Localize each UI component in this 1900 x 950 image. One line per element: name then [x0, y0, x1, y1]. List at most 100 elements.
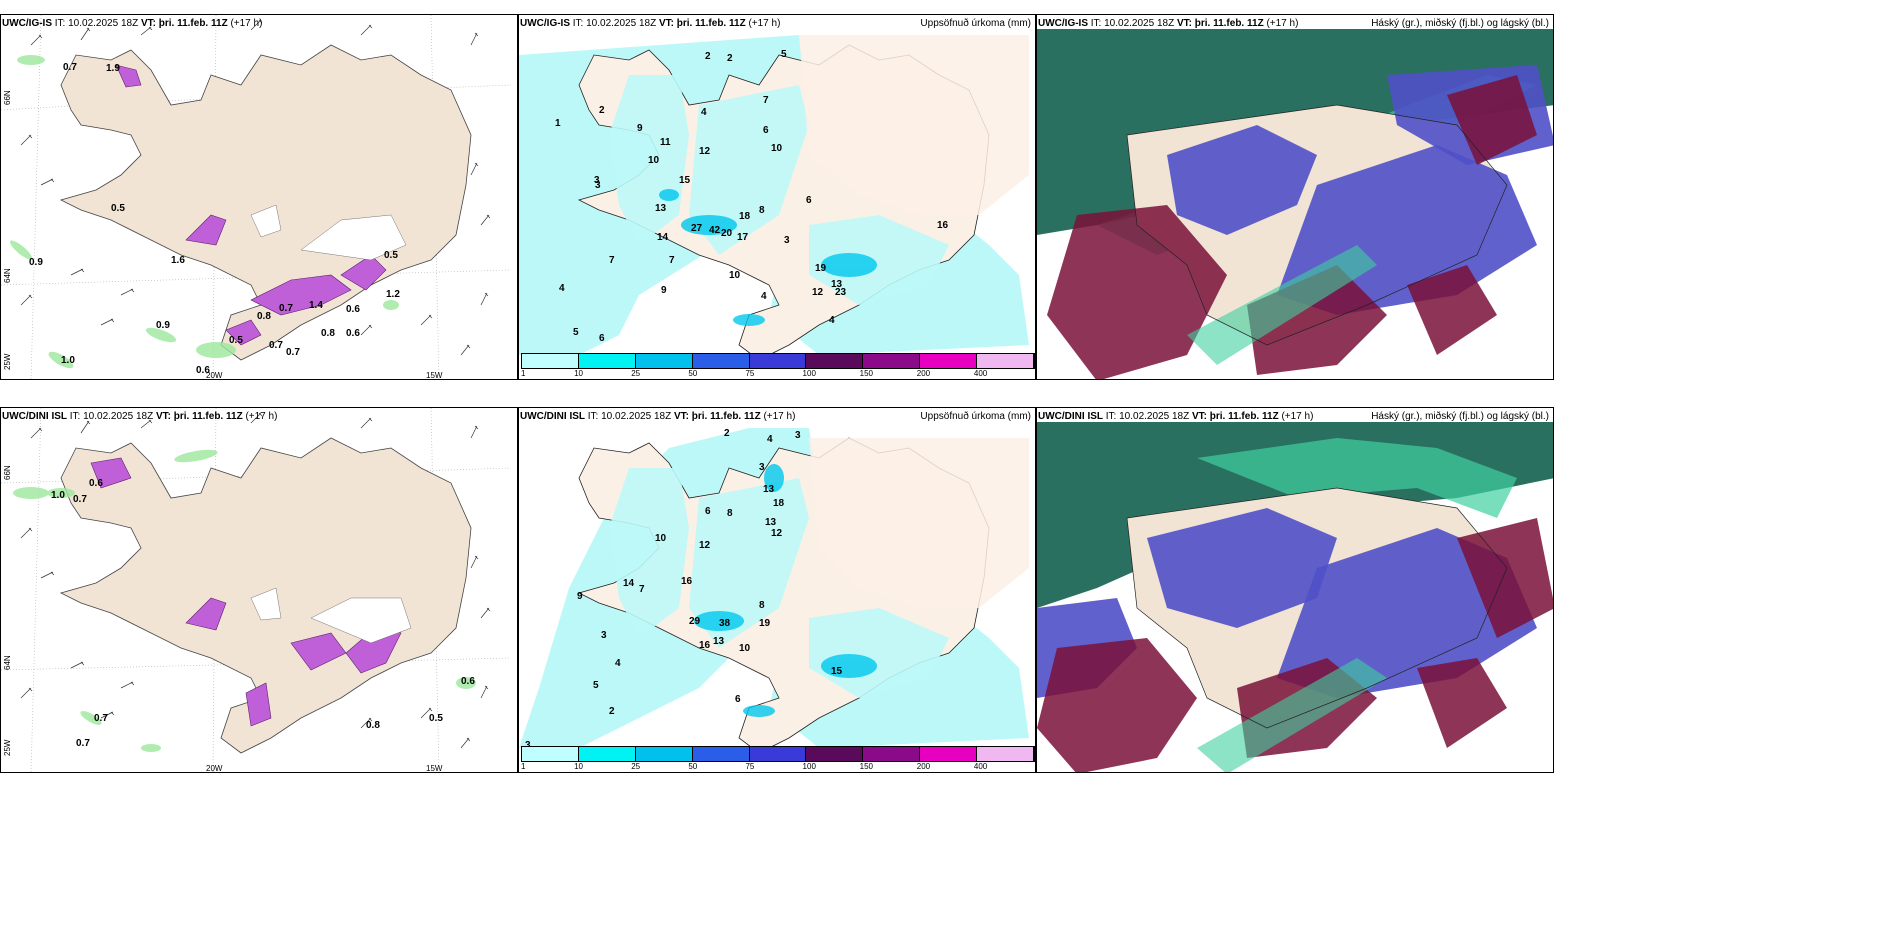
wind-label: 0.6	[461, 676, 475, 687]
precip-value: 13	[831, 279, 843, 290]
panel-title: UWC/DINI ISL IT: 10.02.2025 18Z VT: þri.…	[1038, 411, 1314, 422]
lon-label: 20W	[206, 371, 223, 380]
colorbar-tick: 75	[745, 762, 755, 771]
precip-value: 11	[660, 137, 671, 148]
precip-value: 4	[829, 315, 835, 326]
lat-label: 64N	[3, 655, 12, 670]
cloud-map-svg	[1037, 422, 1553, 772]
colorbar-segment	[749, 354, 807, 368]
precip-value: 2	[609, 706, 615, 717]
precip-value: 10	[648, 155, 660, 166]
precip-value: 8	[759, 205, 765, 216]
colorbar-tick: 10	[574, 369, 584, 378]
precip-value: 16	[699, 640, 711, 651]
cloud-title: Háský (gr.), miðský (fj.bl.) og lágský (…	[1371, 411, 1549, 422]
precip-value: 3	[784, 235, 790, 246]
precip-value: 4	[615, 658, 621, 669]
lon-label: 20W	[206, 764, 223, 773]
lon-label: 15W	[426, 371, 443, 380]
wind-label: 0.8	[366, 720, 380, 731]
wind-label: 1.4	[309, 300, 323, 311]
colorbar-ticks: 1 10 25 50 75 100 150 200 400	[521, 369, 1035, 379]
colorbar-segment	[692, 354, 750, 368]
precip-value: 4	[559, 283, 565, 294]
colorbar-tick: 50	[688, 369, 698, 378]
precip-value: 10	[655, 533, 667, 544]
precip-value: 3	[759, 462, 765, 473]
colorbar-segment	[522, 747, 579, 761]
wind-precip-panel-bottom: UWC/DINI ISL IT: 10.02.2025 18Z VT: þri.…	[0, 407, 518, 773]
precip-value: 19	[815, 263, 827, 274]
precip-value: 5	[781, 49, 787, 60]
colorbar-segment	[920, 747, 978, 761]
wind-label: 0.5	[384, 250, 398, 261]
lat-label: 66N	[3, 90, 12, 105]
lon-label: 25W	[3, 739, 12, 756]
colorbar-segment	[578, 354, 636, 368]
wind-map-svg	[1, 408, 512, 772]
precip-value: 9	[637, 123, 643, 134]
colorbar-segment	[863, 747, 921, 761]
wind-label: 0.7	[76, 738, 90, 749]
wind-label: 0.6	[196, 365, 210, 376]
precip-value: 19	[759, 618, 771, 629]
precip-value: 9	[577, 591, 583, 602]
wind-label: 0.5	[229, 335, 243, 346]
precip-value: 23	[835, 287, 847, 298]
precip-map-svg	[519, 422, 1035, 754]
precip-value: 4	[761, 291, 767, 302]
colorbar-tick: 150	[859, 369, 874, 378]
precip-value: 3	[525, 740, 531, 751]
precip-value: 7	[609, 255, 615, 266]
colorbar-tick: 400	[973, 762, 988, 771]
precip-value: 17	[737, 232, 749, 243]
precip-value: 12	[699, 540, 711, 551]
wind-label: 0.7	[73, 494, 87, 505]
precip-value: 3	[594, 175, 600, 186]
precip-value: 13	[763, 484, 775, 495]
colorbar-tick: 100	[802, 369, 816, 378]
colorbar-tick: 75	[745, 369, 755, 378]
colorbar-segment	[635, 354, 693, 368]
colorbar-tick: 200	[916, 369, 931, 378]
panel-title: UWC/IG-IS IT: 10.02.2025 18Z VT: þri. 11…	[2, 18, 263, 29]
wind-label: 0.8	[257, 311, 271, 322]
colorbar-ticks: 1 10 25 50 75 100 150 200 400	[521, 762, 1035, 772]
colorbar-segment	[920, 354, 978, 368]
wind-label: 0.5	[429, 713, 443, 724]
precip-value: 10	[771, 143, 783, 154]
precip-value: 12	[812, 287, 824, 298]
precip-value: 1	[555, 118, 561, 129]
wind-label: 1.6	[171, 255, 185, 266]
colorbar-tick: 10	[574, 762, 584, 771]
colorbar-tick: 200	[916, 762, 931, 771]
precip-value: 2	[599, 105, 605, 116]
colorbar-segment	[749, 747, 807, 761]
colorbar-tick: 1	[521, 762, 526, 771]
precip-value: 5	[593, 680, 599, 691]
wind-label: 0.7	[94, 713, 108, 724]
precip-value: 16	[937, 220, 949, 231]
precip-value: 13	[713, 636, 725, 647]
precip-value: 7	[763, 95, 769, 106]
wind-label: 0.8	[321, 328, 335, 339]
colorbar-segment	[863, 354, 921, 368]
cloud-title: Háský (gr.), miðský (fj.bl.) og lágský (…	[1371, 18, 1549, 29]
precip-value: 15	[831, 666, 843, 677]
colorbar-tick: 25	[631, 762, 641, 771]
precip-value: 16	[681, 576, 693, 587]
colorbar-segment	[692, 747, 750, 761]
precip-value: 8	[727, 508, 733, 519]
colorbar-tick: 50	[688, 762, 698, 771]
precip-panel-bottom: UWC/DINI ISL IT: 10.02.2025 18Z VT: þri.…	[518, 407, 1036, 773]
precip-value: 7	[639, 584, 645, 595]
wind-label: 0.7	[286, 347, 300, 358]
colorbar-tick: 150	[859, 762, 874, 771]
precip-value: 3	[601, 630, 607, 641]
precip-value: 15	[679, 175, 691, 186]
colorbar-tick: 1	[521, 369, 526, 378]
precip-value: 6	[763, 125, 769, 136]
precip-value: 38	[719, 618, 731, 629]
precip-value: 12	[699, 146, 711, 157]
precip-value: 4	[767, 434, 773, 445]
